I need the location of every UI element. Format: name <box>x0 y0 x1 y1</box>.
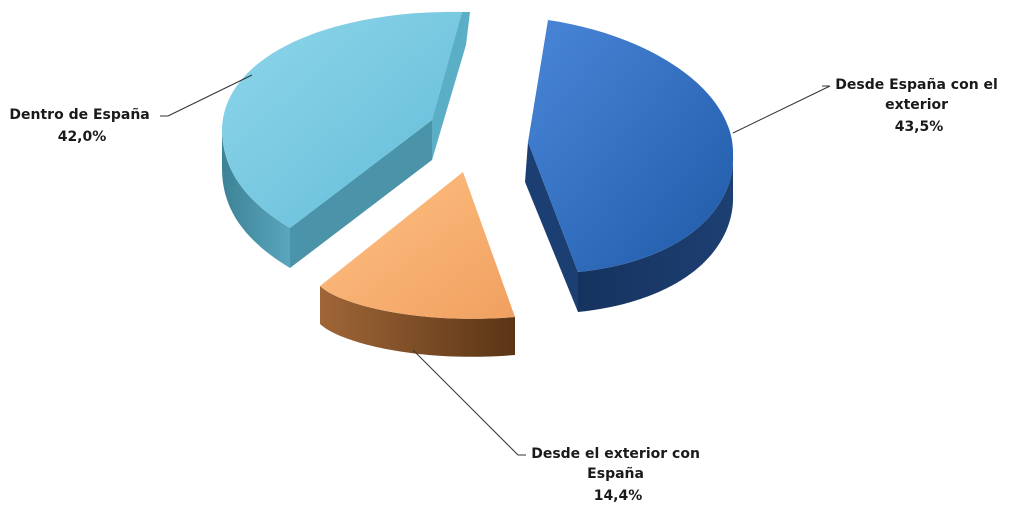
label-orange-line2: España <box>587 466 644 482</box>
slice-blue-wall <box>525 142 578 312</box>
label-blue-line1: Desde España con el <box>835 77 998 93</box>
label-cyan-value: 42,0% <box>58 129 107 145</box>
slice-cyan-top <box>222 11 462 228</box>
label-cyan: Dentro de España 42,0% <box>9 107 154 145</box>
slice-desde-espana-con-el-exterior <box>525 20 734 312</box>
slice-orange-top <box>320 172 515 319</box>
label-blue-value: 43,5% <box>895 119 944 135</box>
leader-line-blue <box>732 85 831 134</box>
slice-dentro-de-espana <box>222 11 470 268</box>
label-blue-line2: exterior <box>885 97 948 113</box>
slice-orange-side <box>320 286 515 357</box>
label-orange-value: 14,4% <box>594 488 643 504</box>
slice-cyan-side <box>222 128 290 268</box>
slice-cyan-wall <box>290 120 432 268</box>
slice-blue-top <box>528 20 734 272</box>
slice-blue-side <box>578 155 734 312</box>
label-cyan-line1: Dentro de España <box>9 107 149 123</box>
label-blue: Desde España con el exterior 43,5% <box>835 77 1002 135</box>
slice-cyan-rim <box>432 12 470 160</box>
slice-desde-el-exterior-con-espana <box>320 172 515 357</box>
label-orange: Desde el exterior con España 14,4% <box>531 446 705 504</box>
label-orange-line1: Desde el exterior con <box>531 446 700 462</box>
leader-line-cyan <box>167 74 253 117</box>
leader-line-orange <box>412 349 519 456</box>
